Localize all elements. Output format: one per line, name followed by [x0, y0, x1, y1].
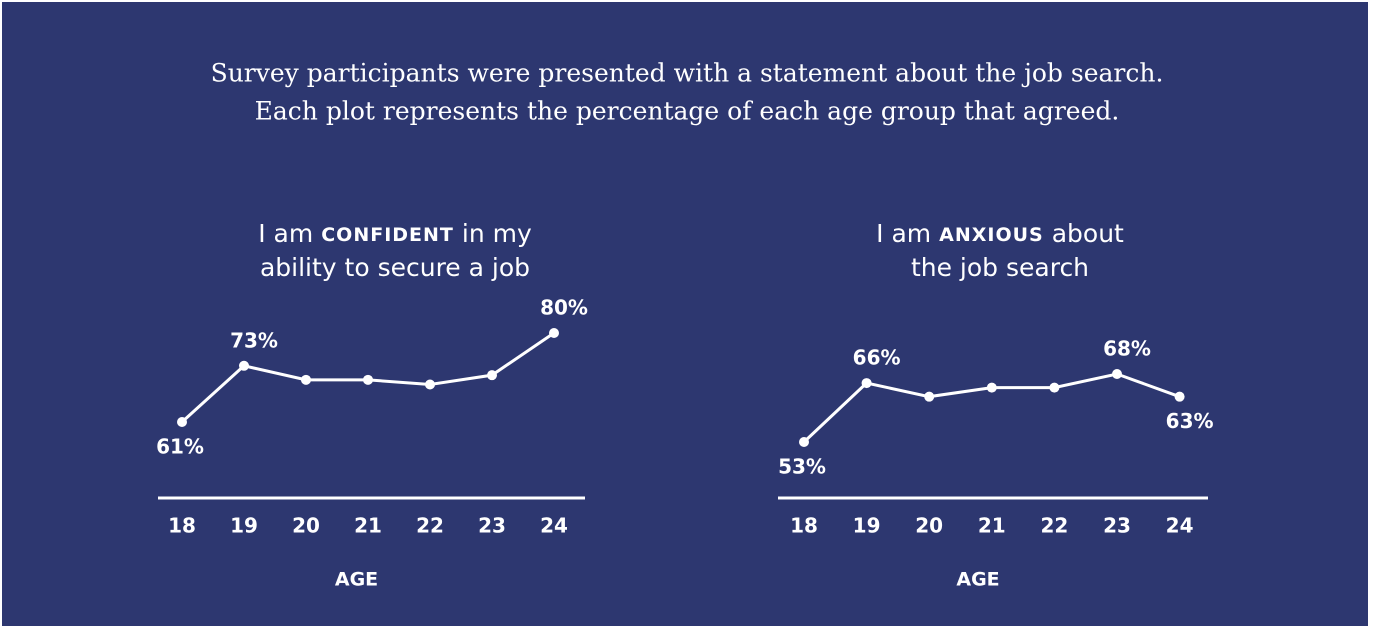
chart-title: the job search	[911, 253, 1089, 282]
point	[924, 391, 935, 402]
title-part: in my	[462, 219, 532, 248]
title-part: I am	[258, 219, 313, 248]
title-part: about	[1052, 219, 1124, 248]
point	[549, 328, 559, 338]
title-part: the job search	[911, 253, 1089, 282]
x-tick-label: 23	[478, 514, 506, 538]
point	[239, 360, 249, 371]
x-tick-label: 21	[978, 514, 1006, 538]
point	[1112, 369, 1122, 379]
x-tick-label: 18	[168, 514, 196, 538]
point	[1049, 382, 1060, 393]
x-tick-label: 22	[1040, 514, 1068, 538]
title-part: ability to secure a job	[260, 253, 530, 282]
chart-title: I am ANXIOUS about	[876, 219, 1124, 248]
x-tick-label: 19	[230, 514, 258, 538]
point	[861, 378, 872, 389]
point	[301, 374, 311, 385]
point	[487, 370, 497, 381]
title-part: CONFIDENT	[321, 224, 454, 246]
x-tick-label: 23	[1103, 514, 1131, 538]
x-tick-label: 20	[292, 514, 320, 538]
x-axis-label: AGE	[335, 569, 378, 591]
value-label: 53%	[778, 455, 826, 479]
point	[363, 374, 373, 385]
x-axis-label: AGE	[956, 569, 999, 591]
value-label: 80%	[540, 296, 588, 320]
value-label: 68%	[1103, 337, 1151, 361]
point	[799, 437, 809, 447]
point	[986, 382, 997, 393]
chart-title: ability to secure a job	[260, 253, 530, 282]
x-tick-label: 24	[540, 514, 568, 538]
x-tick-label: 24	[1166, 514, 1194, 538]
x-tick-label: 20	[915, 514, 943, 538]
title-part: I am	[876, 219, 931, 248]
value-label: 63%	[1166, 409, 1214, 433]
point	[425, 379, 435, 390]
value-label: 61%	[156, 435, 204, 459]
chart-title: I am CONFIDENT in my	[258, 219, 532, 248]
title-part: ANXIOUS	[939, 224, 1044, 246]
x-tick-label: 21	[354, 514, 382, 538]
value-label: 73%	[230, 328, 278, 352]
x-tick-label: 22	[416, 514, 444, 538]
point	[177, 417, 187, 427]
value-label: 66%	[853, 346, 901, 370]
page-title: Each plot represents the percentage of e…	[255, 97, 1120, 126]
point	[1174, 391, 1185, 402]
page-title: Survey participants were presented with …	[211, 59, 1164, 88]
x-tick-label: 19	[853, 514, 881, 538]
x-tick-label: 18	[790, 514, 818, 538]
